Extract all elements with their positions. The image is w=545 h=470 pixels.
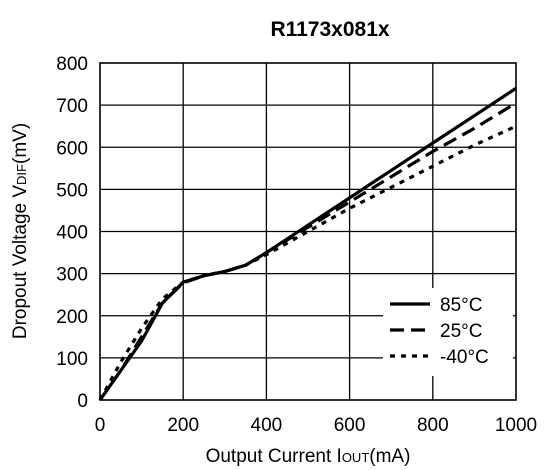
x-tick-label: 1000 [495, 415, 537, 436]
y-tick-label: 200 [56, 307, 88, 328]
grid-lines [100, 63, 516, 400]
y-tick-label: 300 [56, 265, 88, 286]
y-tick-label: 400 [56, 223, 88, 244]
y-tick-label: 800 [56, 54, 88, 75]
legend-label-3: -40°C [440, 347, 489, 368]
y-axis-label-subscript: DIF [14, 164, 29, 185]
x-tick-label: 600 [334, 415, 366, 436]
series-line-3 [98, 124, 517, 401]
y-tick-label: 700 [56, 96, 88, 117]
x-tick-label: 0 [95, 415, 106, 436]
y-axis-label-main: Dropout Voltage V [10, 185, 31, 340]
x-tick-label: 800 [417, 415, 449, 436]
x-axis-label-main: Output Current I [206, 446, 342, 467]
x-tick-label: 400 [251, 415, 283, 436]
chart-title: R1173x081x [270, 18, 389, 41]
x-axis-label-subscript: OUT [342, 450, 370, 465]
legend-label-2: 25°C [440, 321, 482, 342]
series-line-2 [98, 101, 517, 401]
y-tick-label: 500 [56, 180, 88, 201]
legend: 85°C 25°C -40°C [383, 288, 513, 376]
tick-labels: 0 200 400 600 800 1000 0 100 200 300 400 500 600 700 8… [56, 54, 537, 436]
y-tick-label: 600 [56, 138, 88, 159]
y-axis-label: Dropout Voltage VDIF(mV) [10, 123, 31, 339]
series-group [98, 86, 517, 401]
y-axis-label-unit: (mV) [10, 123, 31, 164]
x-axis-label-unit: (mA) [369, 446, 410, 467]
x-tick-label: 200 [167, 415, 199, 436]
plot-frame [99, 62, 517, 401]
legend-label-1: 85°C [440, 295, 482, 316]
x-axis-label: Output Current IOUT(mA) [206, 446, 411, 467]
y-tick-label: 100 [56, 349, 88, 370]
y-tick-label: 0 [77, 391, 88, 412]
